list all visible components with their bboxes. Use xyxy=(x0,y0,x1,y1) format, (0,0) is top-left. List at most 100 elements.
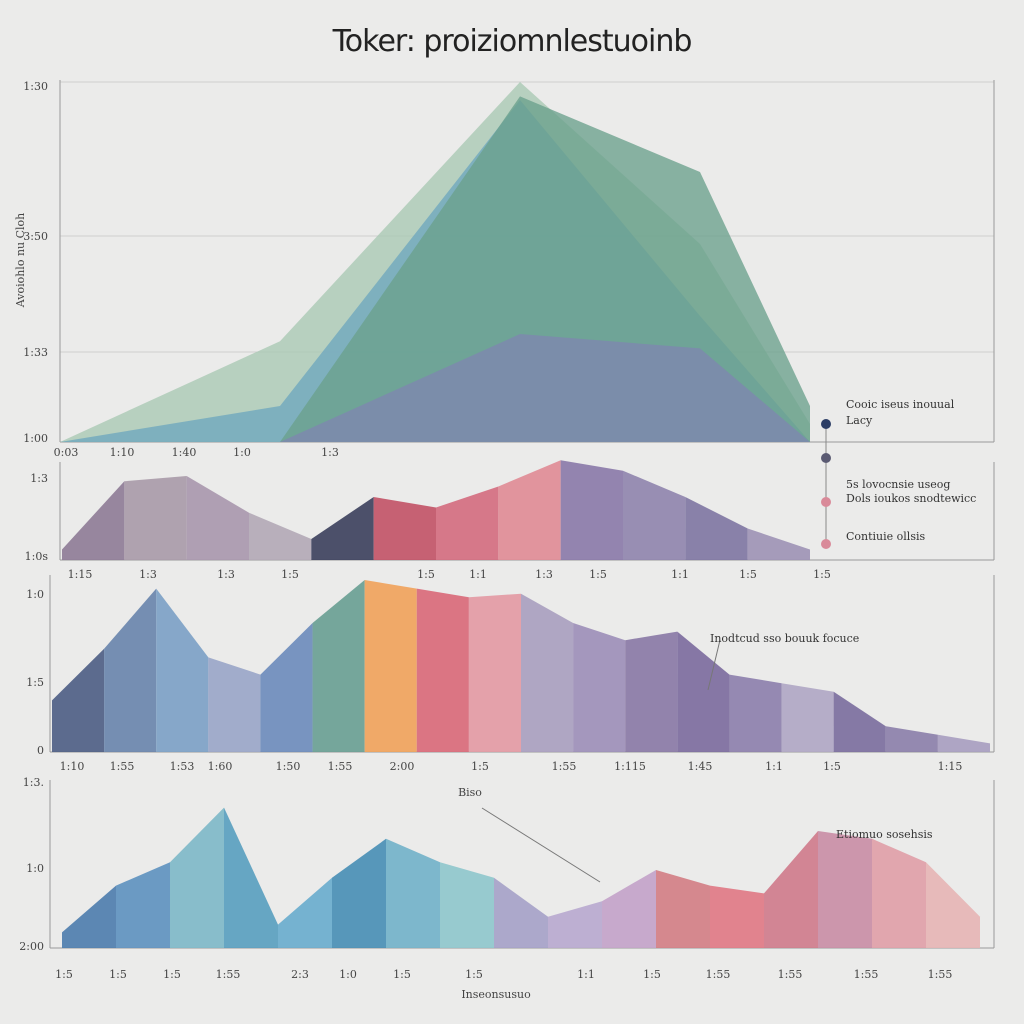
top-legend-label: Dols ioukos snodtewicc xyxy=(846,492,976,505)
third-xtick-label: 1:5 xyxy=(823,760,841,773)
third-area-segment xyxy=(312,580,365,752)
top-xtick-label: 1:10 xyxy=(110,446,135,459)
bottom-xtick-label: 1:55 xyxy=(216,968,241,981)
third-area-segment xyxy=(416,588,469,752)
third-xtick-label: 2:00 xyxy=(390,760,415,773)
top-legend-label: Contiuie ollsis xyxy=(846,530,925,543)
second-area-segment xyxy=(685,497,748,560)
third-area-segment xyxy=(885,726,938,752)
third-xtick-label: 1:115 xyxy=(614,760,646,773)
bottom-ytick-label: 2:00 xyxy=(19,940,44,953)
third-annotation: Inodtcud sso bouuk focuce xyxy=(710,632,859,645)
second-area-segment xyxy=(186,476,249,560)
third-xtick-label: 1:45 xyxy=(688,760,713,773)
bottom-area-segment xyxy=(818,831,872,948)
top-legend-label: Lacy xyxy=(846,414,873,427)
third-xtick-label: 1:5 xyxy=(471,760,489,773)
second-xtick-label: 1:1 xyxy=(671,568,689,581)
top-xtick-label: 1:40 xyxy=(172,446,197,459)
bottom-annotation-top: Biso xyxy=(458,786,482,799)
second-xtick-label: 1:5 xyxy=(739,568,757,581)
top-legend-marker xyxy=(821,419,831,429)
bottom-ytick-label: 1:0 xyxy=(26,862,44,875)
third-xtick-label: 1:10 xyxy=(60,760,85,773)
bottom-xtick-label: 1:5 xyxy=(465,968,483,981)
bottom-xtick-label: 1:5 xyxy=(163,968,181,981)
second-area-segment xyxy=(747,528,810,560)
second-xtick-label: 1:3 xyxy=(139,568,157,581)
top-xtick-label: 1:3 xyxy=(321,446,339,459)
bottom-area-segment xyxy=(764,831,818,948)
third-area-segment xyxy=(677,631,730,752)
top-legend-marker xyxy=(821,497,831,507)
second-area-segment xyxy=(373,497,436,560)
third-xtick-label: 1:15 xyxy=(938,760,963,773)
top-ytick-label: 1:00 xyxy=(23,432,48,445)
third-ytick-label: 1:0 xyxy=(26,588,44,601)
chart-title: Toker: proiziomnlestuoinb xyxy=(332,24,693,59)
bottom-area-segment xyxy=(872,838,926,948)
top-legend-label: 5s lovocnsie useog xyxy=(846,478,950,491)
bottom-area-segment xyxy=(224,807,278,948)
third-ytick-label: 0 xyxy=(37,744,44,757)
third-area-segment xyxy=(52,648,105,752)
bottom-xtick-label: 1:5 xyxy=(109,968,127,981)
third-area-segment xyxy=(729,674,782,752)
third-xtick-label: 1:53 xyxy=(170,760,195,773)
second-xtick-label: 1:5 xyxy=(417,568,435,581)
second-area-segment xyxy=(311,497,374,560)
bottom-xtick-label: 2:3 xyxy=(291,968,309,981)
third-area-segment xyxy=(468,593,521,752)
third-area-segment xyxy=(573,623,626,752)
second-xtick-label: 1:1 xyxy=(469,568,487,581)
bottom-area-segment xyxy=(926,862,980,948)
bottom-ytick-label: 1:3. xyxy=(23,776,44,789)
third-area-segment xyxy=(364,580,417,752)
second-area-segment xyxy=(560,460,623,560)
second-area-segment xyxy=(623,470,686,560)
second-xtick-label: 1:15 xyxy=(68,568,93,581)
second-xtick-label: 1:3 xyxy=(535,568,553,581)
third-xtick-label: 1:60 xyxy=(208,760,233,773)
bottom-area-segment xyxy=(278,877,332,948)
third-xtick-label: 1:55 xyxy=(110,760,135,773)
second-area-segment xyxy=(62,481,125,560)
bottom-area-segment xyxy=(710,885,764,948)
third-area-segment xyxy=(521,593,574,752)
bottom-annotation-leader xyxy=(481,807,601,883)
second-xtick-label: 1:5 xyxy=(813,568,831,581)
bottom-area-segment xyxy=(656,870,710,948)
second-xtick-label: 1:3 xyxy=(217,568,235,581)
bottom-xtick-label: 1:5 xyxy=(55,968,73,981)
third-xtick-label: 1:55 xyxy=(328,760,353,773)
third-area-segment xyxy=(208,657,261,752)
bottom-area-segment xyxy=(548,901,602,948)
top-legend-marker xyxy=(821,539,831,549)
bottom-area-segment xyxy=(62,885,116,948)
bottom-area-segment xyxy=(116,862,170,948)
bottom-xtick-label: 1:55 xyxy=(854,968,879,981)
top-ylabel: Avoiohlo nu Cloh xyxy=(14,213,27,309)
top-area-series-4 xyxy=(60,334,810,442)
bottom-xtick-label: 1:5 xyxy=(393,968,411,981)
second-area-segment xyxy=(436,486,499,560)
bottom-xtick-label: 1:0 xyxy=(339,968,357,981)
bottom-area-segment xyxy=(332,838,386,948)
top-ytick-label: 1:30 xyxy=(23,80,48,93)
top-ytick-label: 1:33 xyxy=(23,346,48,359)
third-ytick-label: 1:5 xyxy=(26,676,44,689)
bottom-annotation: Etiomuo sosehsis xyxy=(836,828,933,841)
bottom-xtick-label: 1:1 xyxy=(577,968,595,981)
third-xtick-label: 1:1 xyxy=(765,760,783,773)
bottom-xtick-label: 1:5 xyxy=(643,968,661,981)
bottom-area-segment xyxy=(386,838,440,948)
second-xtick-label: 1:5 xyxy=(281,568,299,581)
bottom-area-segment xyxy=(440,862,494,948)
bottom-area-segment xyxy=(602,870,656,948)
bottom-xtick-label: 1:55 xyxy=(706,968,731,981)
third-annotation-leader xyxy=(707,639,721,691)
bottom-area-segment xyxy=(170,807,224,948)
bottom-xtick-label: 1:55 xyxy=(778,968,803,981)
third-xtick-label: 1:50 xyxy=(276,760,301,773)
second-area-segment xyxy=(124,476,187,560)
